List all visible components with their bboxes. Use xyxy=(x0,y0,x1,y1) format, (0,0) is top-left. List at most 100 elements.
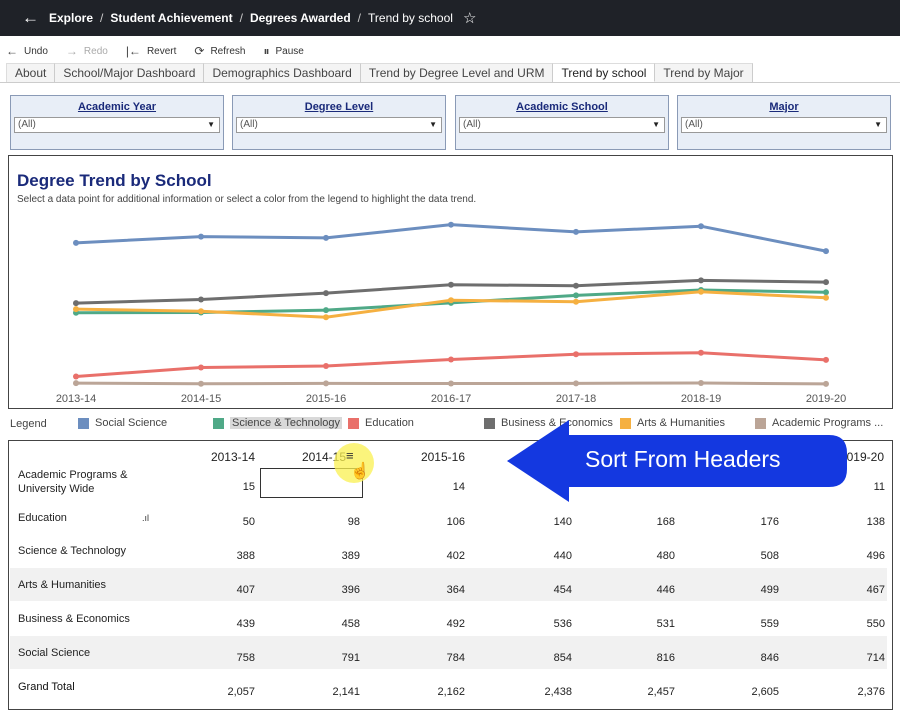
data-point[interactable] xyxy=(73,380,79,387)
table-row[interactable]: Education .ıl xyxy=(10,501,887,534)
series-line[interactable] xyxy=(75,223,827,253)
data-point[interactable] xyxy=(73,306,79,313)
data-point[interactable] xyxy=(823,380,829,387)
table-cell[interactable]: 98 xyxy=(347,516,360,528)
column-header-2015-16[interactable]: 2015-16 xyxy=(420,450,465,464)
table-cell[interactable]: 14 xyxy=(452,481,465,493)
favorite-star-icon[interactable]: ☆ xyxy=(462,10,477,27)
undo-button[interactable]: ← Undo xyxy=(6,44,48,58)
table-cell[interactable]: 168 xyxy=(656,516,675,528)
table-row[interactable]: Arts & Humanities xyxy=(10,568,887,601)
table-cell[interactable]: 446 xyxy=(656,584,675,596)
legend-item-business-economics[interactable]: Business & Economics xyxy=(484,417,613,429)
data-point[interactable] xyxy=(698,349,704,356)
table-cell[interactable]: 440 xyxy=(553,550,572,562)
data-point[interactable] xyxy=(448,221,454,228)
legend-item-science-technology[interactable]: Science & Technology xyxy=(213,417,343,429)
table-cell[interactable]: 439 xyxy=(236,618,255,630)
table-row[interactable]: Business & Economics xyxy=(10,602,887,635)
table-cell[interactable]: 458 xyxy=(341,618,360,630)
table-cell[interactable]: 816 xyxy=(656,652,675,664)
table-cell[interactable]: 854 xyxy=(553,652,572,664)
data-point[interactable] xyxy=(73,239,79,246)
data-point[interactable] xyxy=(823,279,829,286)
refresh-button[interactable]: ⟳ Refresh xyxy=(194,44,245,58)
breadcrumb-explore[interactable]: Explore xyxy=(49,11,94,25)
data-point[interactable] xyxy=(323,234,329,241)
data-point[interactable] xyxy=(198,308,204,315)
table-cell[interactable]: 531 xyxy=(656,618,675,630)
data-point[interactable] xyxy=(573,292,579,299)
table-cell[interactable]: 791 xyxy=(341,652,360,664)
table-cell[interactable]: 11 xyxy=(873,481,885,493)
tab-trend-by-major[interactable]: Trend by Major xyxy=(655,63,753,82)
data-point[interactable] xyxy=(73,373,79,380)
table-row[interactable]: Science & Technology xyxy=(10,534,887,567)
data-point[interactable] xyxy=(573,380,579,387)
legend-item-education[interactable]: Education xyxy=(348,417,414,429)
table-cell[interactable]: 499 xyxy=(760,584,779,596)
data-point[interactable] xyxy=(198,296,204,303)
table-cell[interactable]: 846 xyxy=(760,652,779,664)
table-cell[interactable]: 784 xyxy=(446,652,465,664)
data-point[interactable] xyxy=(323,380,329,387)
table-cell[interactable]: 559 xyxy=(760,618,779,630)
data-point[interactable] xyxy=(323,362,329,369)
line-chart[interactable]: 2013-14 2014-15 2015-16 2016-17 2017-18 2018-… xyxy=(9,156,894,410)
back-arrow-icon[interactable]: ← xyxy=(22,8,39,27)
table-row[interactable]: Academic Programs & University Wide xyxy=(10,466,887,499)
table-cell[interactable]: 492 xyxy=(446,618,465,630)
table-cell[interactable]: 138 xyxy=(866,516,885,528)
data-point[interactable] xyxy=(573,282,579,289)
data-point[interactable] xyxy=(198,233,204,240)
tab-about[interactable]: About xyxy=(6,63,56,82)
redo-button[interactable]: → Redo xyxy=(66,44,108,58)
academic-year-select[interactable]: (All) ▼ xyxy=(14,117,220,133)
table-cell[interactable]: 550 xyxy=(866,618,885,630)
data-point[interactable] xyxy=(198,364,204,371)
table-cell[interactable]: 496 xyxy=(866,550,885,562)
tab-trend-by-school[interactable]: Trend by school xyxy=(553,63,656,82)
data-point[interactable] xyxy=(698,223,704,230)
table-cell[interactable]: 536 xyxy=(553,618,572,630)
academic-school-select[interactable]: (All) ▼ xyxy=(459,117,665,133)
data-point[interactable] xyxy=(698,277,704,284)
tab-demographics-dashboard[interactable]: Demographics Dashboard xyxy=(204,63,361,82)
tab-school-major-dashboard[interactable]: School/Major Dashboard xyxy=(55,63,205,82)
data-point[interactable] xyxy=(698,379,704,386)
table-cell[interactable]: 480 xyxy=(656,550,675,562)
degree-level-select[interactable]: (All) ▼ xyxy=(236,117,442,133)
column-header-2019-20[interactable]: 2019-20 xyxy=(839,450,884,464)
table-cell[interactable]: 140 xyxy=(553,516,572,528)
column-header-2013-14[interactable]: 2013-14 xyxy=(210,450,255,464)
data-point[interactable] xyxy=(448,297,454,304)
tab-trend-by-degree-level-urm[interactable]: Trend by Degree Level and URM xyxy=(360,63,554,82)
sort-icon[interactable]: ≡ xyxy=(346,448,354,463)
series-line[interactable] xyxy=(75,351,827,379)
data-point[interactable] xyxy=(573,228,579,235)
table-cell[interactable]: 454 xyxy=(553,584,572,596)
table-cell[interactable]: 402 xyxy=(446,550,465,562)
breadcrumb-degrees-awarded[interactable]: Degrees Awarded xyxy=(249,11,351,25)
table-cell[interactable]: 15 xyxy=(242,481,255,493)
legend-item-academic-programs[interactable]: Academic Programs ... xyxy=(755,417,883,429)
data-point[interactable] xyxy=(823,356,829,363)
table-cell[interactable]: 389 xyxy=(341,550,360,562)
table-cell[interactable]: 396 xyxy=(341,584,360,596)
table-cell[interactable]: 176 xyxy=(760,516,779,528)
data-point[interactable] xyxy=(448,356,454,363)
table-cell[interactable]: 106 xyxy=(446,516,465,528)
data-point[interactable] xyxy=(323,314,329,321)
table-cell[interactable]: 714 xyxy=(866,652,885,664)
table-cell[interactable]: 508 xyxy=(760,550,779,562)
table-cell[interactable]: 50 xyxy=(242,516,255,528)
major-select[interactable]: (All) ▼ xyxy=(681,117,887,133)
table-cell[interactable]: 388 xyxy=(236,550,255,562)
data-point[interactable] xyxy=(823,289,829,296)
pause-button[interactable]: ⏸ Pause xyxy=(263,44,303,59)
table-cell[interactable]: 407 xyxy=(236,584,255,596)
legend-item-social-science[interactable]: Social Science xyxy=(78,417,167,429)
data-point[interactable] xyxy=(448,380,454,387)
data-point[interactable] xyxy=(73,300,79,307)
table-cell[interactable]: 364 xyxy=(446,584,465,596)
